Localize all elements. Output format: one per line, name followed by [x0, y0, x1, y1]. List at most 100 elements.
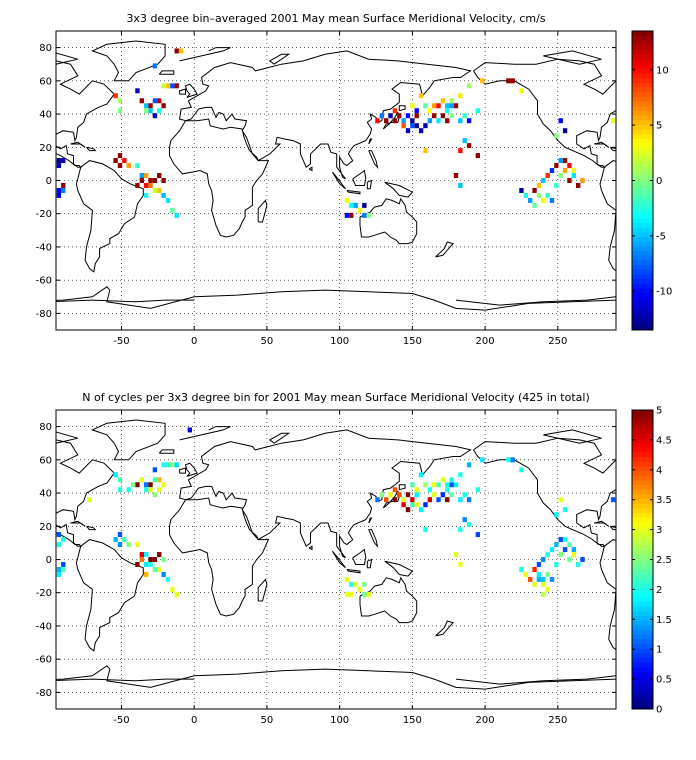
- bin-cell: [519, 187, 524, 193]
- bin-cell: [366, 591, 371, 597]
- x-tick-label: 0: [191, 715, 197, 726]
- bin-cell: [436, 482, 441, 488]
- bin-cell: [126, 163, 131, 169]
- colorbar-tick-label: 5: [656, 121, 662, 132]
- y-tick-label: 0: [46, 176, 52, 187]
- bin-cell: [562, 547, 568, 553]
- colorbar-step: [632, 129, 653, 135]
- bin-cell: [148, 482, 153, 488]
- bin-cell: [135, 88, 140, 94]
- bin-cell: [536, 576, 542, 582]
- bin-cell: [397, 113, 402, 119]
- coastline: [179, 429, 472, 559]
- bin-cell: [152, 477, 158, 483]
- colorbar-tick-label: 2: [656, 585, 662, 596]
- bin-cell: [362, 202, 367, 208]
- bin-cell: [549, 168, 555, 174]
- bin-cell: [418, 472, 424, 478]
- bin-cell: [170, 462, 175, 468]
- bin-cell: [519, 467, 524, 473]
- bin-cell: [148, 182, 153, 188]
- colorbar-step: [632, 45, 653, 51]
- bin-cell: [144, 192, 149, 198]
- bin-cell: [558, 173, 563, 178]
- colorbar-step: [632, 545, 653, 551]
- bin-cell: [117, 163, 123, 169]
- coastline: [352, 548, 367, 565]
- coastlines: [56, 40, 616, 311]
- x-tick-label: -50: [113, 336, 129, 347]
- bin-cell: [388, 113, 393, 119]
- colorbar-step: [632, 35, 653, 41]
- bin-cell: [458, 527, 463, 533]
- bin-cell: [545, 586, 550, 592]
- bin-cell: [148, 561, 153, 567]
- bin-cell: [554, 561, 559, 567]
- colorbar-tick-label: 4.5: [656, 435, 672, 446]
- bin-cell: [117, 98, 123, 104]
- colorbar-step: [632, 40, 653, 46]
- bin-cell: [353, 581, 358, 587]
- bin-cell: [427, 108, 432, 114]
- colorbar-step: [632, 306, 653, 312]
- colorbar-step: [632, 203, 653, 209]
- colorbar-step: [632, 49, 653, 55]
- colorbar-tick-label: 2.5: [656, 555, 672, 566]
- coastline: [75, 539, 144, 652]
- bin-cell: [139, 178, 144, 183]
- bin-cell: [135, 542, 140, 548]
- colorbar-step: [632, 680, 653, 687]
- data-cells: [56, 48, 616, 218]
- bin-cell: [423, 123, 428, 129]
- y-tick-label: 40: [39, 110, 52, 121]
- colorbar-step: [632, 147, 653, 153]
- colorbar-step: [632, 573, 653, 579]
- coastline: [169, 118, 270, 238]
- bin-cell: [567, 178, 572, 183]
- bin-cell: [445, 487, 450, 493]
- bin-cell: [445, 497, 450, 503]
- bin-cell: [571, 168, 576, 174]
- colorbar-step: [632, 419, 653, 425]
- bin-cell: [61, 158, 66, 164]
- colorbar-step: [632, 311, 653, 317]
- bin-cell: [56, 532, 62, 538]
- bin-cell: [139, 552, 144, 557]
- bin-cell: [554, 163, 559, 169]
- x-tick-label: 200: [476, 715, 495, 726]
- y-tick-label: 60: [39, 455, 52, 466]
- y-tick-label: -80: [36, 688, 52, 699]
- colorbar-step: [632, 582, 653, 588]
- colorbar-step: [632, 508, 653, 514]
- bin-cell: [117, 153, 123, 159]
- bin-cell: [458, 93, 463, 99]
- coastline: [56, 439, 115, 547]
- coastline: [179, 426, 231, 441]
- coastline: [86, 525, 97, 531]
- bin-cell: [56, 187, 62, 193]
- bin-cell: [523, 192, 528, 198]
- colorbar-step: [632, 601, 653, 607]
- bin-cell: [440, 477, 446, 483]
- x-tick-label: 50: [261, 336, 274, 347]
- bin-cell: [61, 561, 66, 567]
- colorbar-step: [632, 259, 653, 265]
- bin-cell: [161, 462, 166, 468]
- bin-cell: [458, 182, 463, 188]
- coastline: [308, 545, 313, 551]
- y-tick-label: -60: [36, 655, 52, 666]
- colorbar-step: [632, 54, 653, 60]
- cycles-panel: N of cycles per 3x3 degree bin for 2001 …: [36, 391, 672, 726]
- colorbar-step: [632, 410, 653, 416]
- colorbar-step: [632, 648, 653, 654]
- bin-cell: [414, 113, 419, 119]
- colorbar-tick-label: -10: [656, 287, 672, 298]
- coastline: [594, 141, 610, 148]
- bin-cell: [161, 178, 166, 183]
- bin-cell: [148, 557, 153, 562]
- bin-cell: [117, 532, 123, 538]
- bin-cell: [56, 542, 62, 548]
- coastline: [331, 550, 346, 569]
- colorbar-step: [632, 568, 653, 574]
- colorbar-step: [632, 643, 653, 649]
